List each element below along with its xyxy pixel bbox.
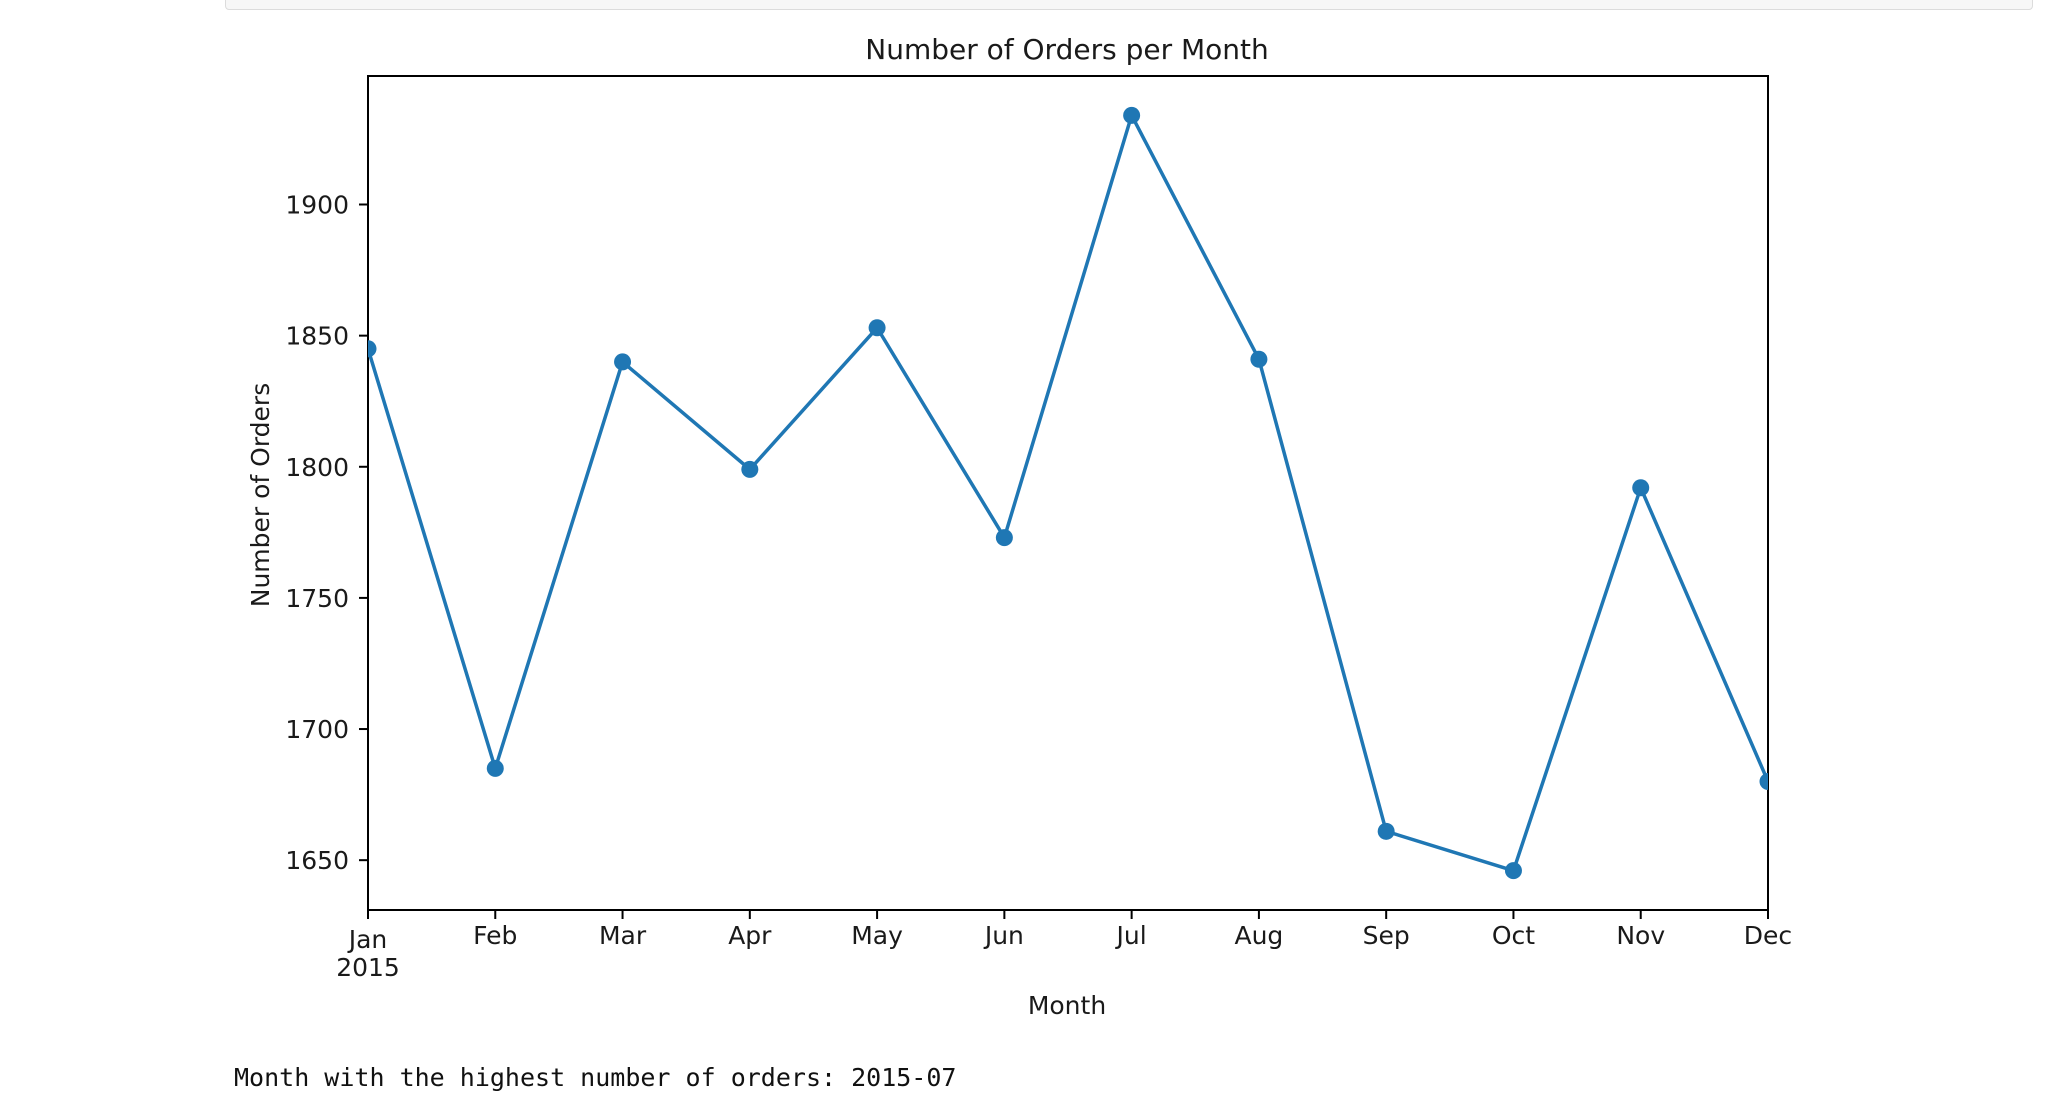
y-axis-label: Number of Orders	[246, 383, 275, 608]
series-line	[368, 113, 1768, 873]
y-tick-label: 1850	[285, 322, 349, 351]
data-point	[1759, 772, 1768, 790]
data-point	[368, 340, 377, 358]
x-tick-label: Jun	[983, 921, 1024, 950]
x-tick-label: Jul	[1115, 921, 1147, 950]
x-tick-label: Jan	[347, 925, 388, 954]
x-tick-label: Nov	[1616, 921, 1665, 950]
x-tick-label: Dec	[1744, 921, 1792, 950]
data-point	[741, 460, 759, 478]
data-point	[868, 319, 886, 337]
code-input-cell[interactable]	[225, 0, 2033, 10]
output-text: Month with the highest number of orders:…	[234, 1063, 957, 1092]
x-axis-label: Month	[1028, 991, 1106, 1020]
x-tick-label: Mar	[599, 921, 647, 950]
x-tick-label: Apr	[728, 921, 772, 950]
data-point	[614, 353, 632, 371]
data-point	[1250, 350, 1268, 368]
x-year-label: 2015	[336, 953, 400, 982]
series-group	[368, 106, 1768, 880]
data-point	[1123, 106, 1141, 124]
data-point	[1504, 862, 1522, 880]
x-tick-label: Sep	[1363, 921, 1410, 950]
x-tick-label: May	[851, 921, 903, 950]
x-tick-label: Oct	[1492, 921, 1535, 950]
y-tick-label: 1750	[285, 584, 349, 613]
line-chart: Number of Orders per Month 1650170017501…	[246, 33, 1792, 1020]
y-tick-label: 1650	[285, 846, 349, 875]
x-tick-label: Aug	[1234, 921, 1283, 950]
chart-title: Number of Orders per Month	[865, 33, 1269, 66]
data-point	[1377, 822, 1395, 840]
series-line-group	[368, 106, 1768, 880]
y-tick-label: 1800	[285, 453, 349, 482]
axes: 1650 1700 1750 1800 1850 1900 Jan Feb Mar Apr May J…	[285, 75, 1792, 982]
data-point	[486, 759, 504, 777]
y-tick-label: 1900	[285, 191, 349, 220]
data-point	[1632, 479, 1650, 497]
y-tick-label: 1700	[285, 715, 349, 744]
plot-frame	[367, 75, 1769, 911]
x-tick-label: Feb	[473, 921, 517, 950]
data-point	[995, 529, 1013, 547]
